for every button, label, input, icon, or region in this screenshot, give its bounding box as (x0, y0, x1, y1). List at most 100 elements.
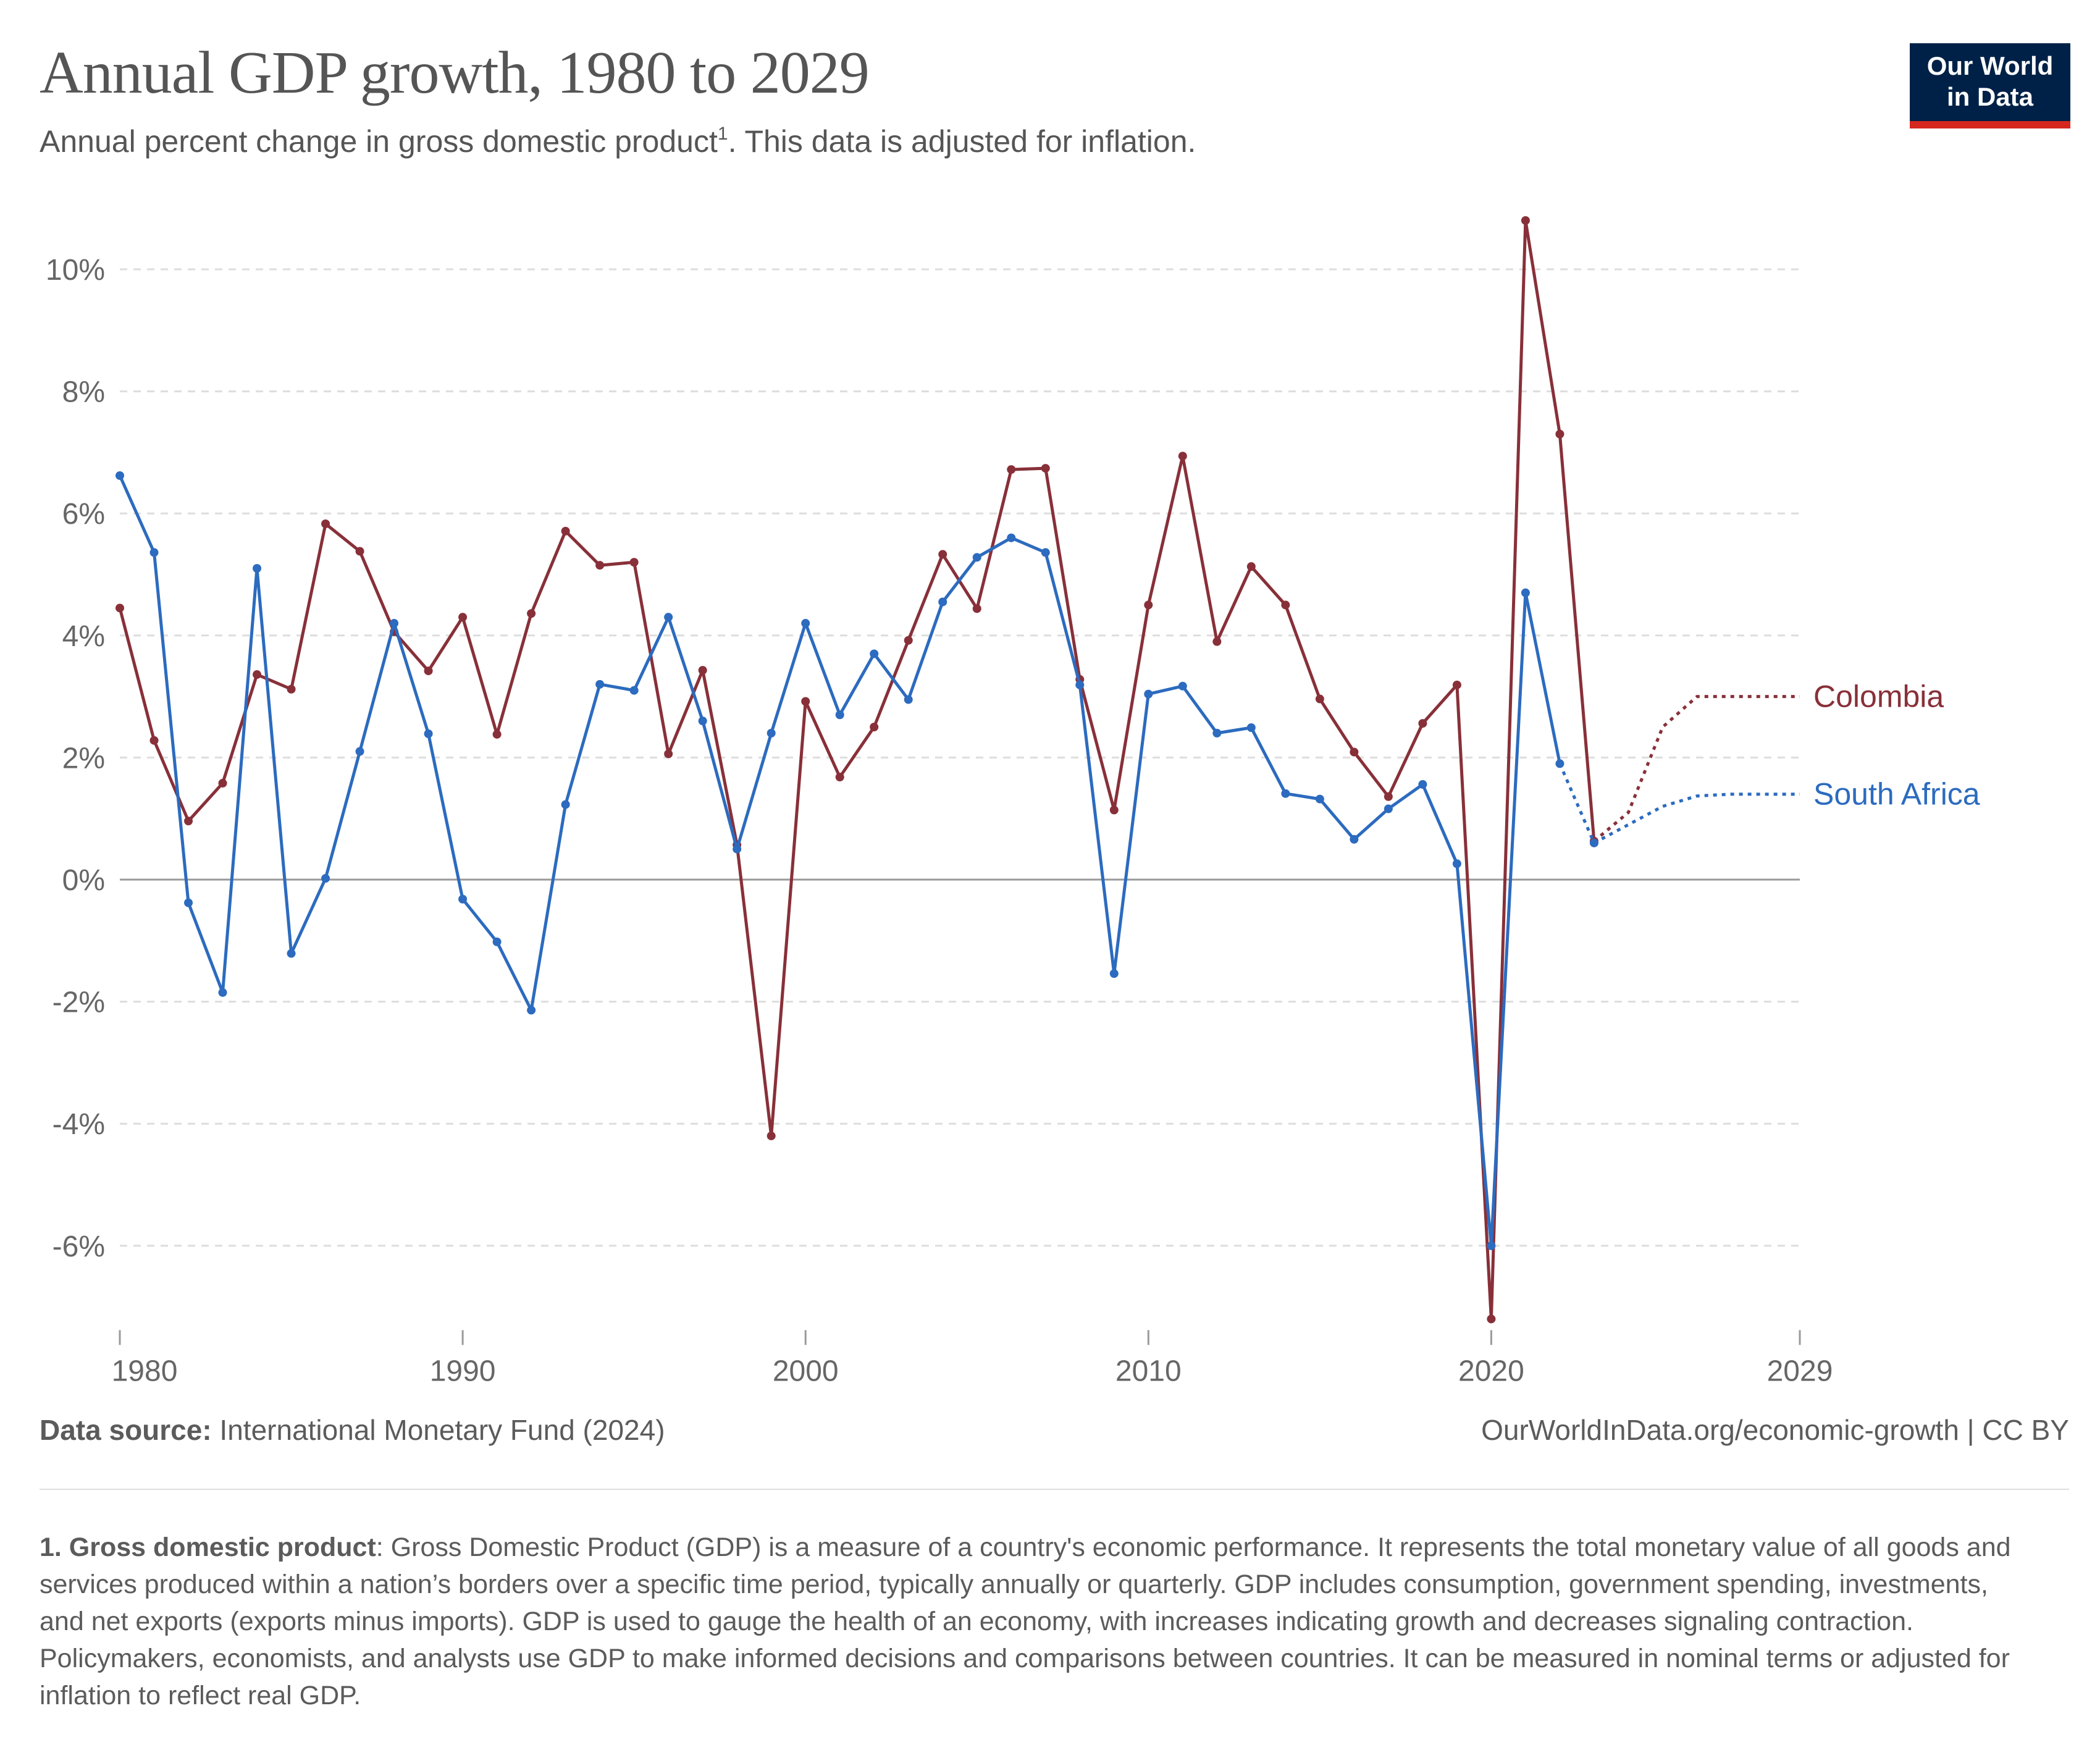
south-africa-point[interactable] (1350, 835, 1359, 844)
footnote-marker[interactable]: 1 (717, 124, 728, 144)
colombia-point[interactable] (1555, 429, 1564, 439)
south-africa-point[interactable] (1555, 759, 1564, 768)
colombia-point[interactable] (664, 749, 673, 759)
colombia-forecast-line[interactable] (1593, 695, 1800, 843)
colombia-point[interactable] (938, 550, 947, 559)
colombia-point[interactable] (1109, 805, 1119, 815)
colombia-point[interactable] (1521, 216, 1530, 225)
south-africa-point[interactable] (1212, 728, 1222, 738)
south-africa-point[interactable] (390, 619, 399, 628)
south-africa-point[interactable] (116, 471, 124, 480)
south-africa-point[interactable] (561, 800, 570, 809)
south-africa-point[interactable] (1178, 681, 1187, 691)
colombia-point[interactable] (424, 666, 433, 676)
colombia-point[interactable] (253, 670, 262, 679)
south-africa-point[interactable] (184, 898, 193, 907)
colombia-point[interactable] (321, 519, 330, 528)
colombia-point[interactable] (1418, 719, 1427, 728)
south-africa-point[interactable] (1452, 859, 1461, 868)
south-africa-point[interactable] (1144, 689, 1153, 699)
owid-url[interactable]: OurWorldInData.org/economic-growth | CC … (1481, 1414, 2069, 1446)
x-tick-label: 2010 (1115, 1355, 1182, 1387)
colombia-point[interactable] (766, 1131, 776, 1140)
colombia-point[interactable] (629, 558, 639, 567)
south-africa-point[interactable] (972, 553, 981, 562)
colombia-point[interactable] (904, 636, 913, 645)
colombia-point[interactable] (801, 697, 810, 706)
colombia-point[interactable] (1212, 637, 1222, 646)
south-africa-point[interactable] (835, 710, 844, 720)
south-africa-point[interactable] (527, 1006, 536, 1015)
south-africa-point[interactable] (733, 844, 742, 854)
south-africa-point[interactable] (1007, 533, 1016, 542)
colombia-point[interactable] (1350, 747, 1359, 757)
colombia-point[interactable] (492, 730, 502, 739)
colombia-point[interactable] (1487, 1314, 1496, 1324)
south-africa-point[interactable] (287, 949, 296, 958)
colombia-point[interactable] (972, 604, 981, 613)
colombia-point[interactable] (1144, 600, 1153, 610)
south-africa-point[interactable] (629, 686, 639, 695)
y-tick-label: -6% (52, 1230, 105, 1263)
south-africa-line[interactable] (118, 474, 1561, 1248)
south-africa-point[interactable] (1281, 789, 1290, 798)
south-africa-point[interactable] (766, 728, 776, 738)
colombia-point[interactable] (1452, 680, 1461, 689)
south-africa-point[interactable] (1487, 1241, 1496, 1250)
south-africa-point[interactable] (1521, 588, 1530, 597)
colombia-point[interactable] (1007, 465, 1016, 474)
south-africa-point[interactable] (1075, 680, 1085, 689)
south-africa-point[interactable] (801, 619, 810, 628)
south-africa-point[interactable] (904, 695, 913, 704)
south-africa-point[interactable] (492, 937, 502, 946)
series-labels[interactable]: Colombia South Africa (1813, 679, 1980, 812)
south-africa-point[interactable] (1384, 804, 1393, 814)
south-africa-point[interactable] (664, 613, 673, 622)
south-africa-forecast-line[interactable] (1558, 763, 1800, 845)
colombia-point[interactable] (835, 773, 844, 782)
colombia-point[interactable] (184, 817, 193, 826)
colombia-point[interactable] (1041, 464, 1050, 473)
colombia-point[interactable] (116, 603, 124, 613)
colombia-point[interactable] (527, 609, 536, 618)
south-africa-point[interactable] (458, 894, 468, 904)
south-africa-point[interactable] (698, 717, 707, 726)
south-africa-label[interactable]: South Africa (1813, 777, 1980, 812)
colombia-label[interactable]: Colombia (1813, 679, 1944, 714)
colombia-point[interactable] (561, 526, 570, 536)
owid-logo[interactable]: Our World in Data (1910, 43, 2070, 128)
colombia-point[interactable] (870, 723, 879, 731)
south-africa-point[interactable] (1041, 548, 1050, 557)
south-africa-point[interactable] (870, 649, 879, 658)
colombia-point[interactable] (1384, 792, 1393, 801)
logo-line-2: in Data (1946, 82, 2034, 111)
colombia-line[interactable] (118, 219, 1596, 1321)
colombia-point[interactable] (287, 684, 296, 694)
colombia-point[interactable] (595, 561, 605, 570)
south-africa-point[interactable] (253, 564, 262, 573)
south-africa-point[interactable] (355, 747, 364, 756)
series-lines[interactable] (116, 216, 1800, 1324)
south-africa-point[interactable] (1418, 780, 1427, 789)
colombia-point[interactable] (1178, 452, 1187, 461)
line-chart[interactable]: -6% -4% -2% 0% 2% 4% 6% 8% 10% 1980 1990 2000 2010 2… (0, 0, 2100, 1408)
colombia-point[interactable] (355, 547, 364, 556)
colombia-point[interactable] (218, 778, 227, 788)
colombia-point[interactable] (149, 736, 159, 745)
south-africa-point[interactable] (321, 874, 330, 883)
colombia-point[interactable] (458, 613, 468, 622)
south-africa-point[interactable] (1246, 723, 1256, 732)
south-africa-point[interactable] (938, 597, 947, 607)
colombia-point[interactable] (1246, 562, 1256, 571)
south-africa-point[interactable] (595, 679, 605, 689)
source-text[interactable]: International Monetary Fund (2024) (211, 1414, 665, 1446)
south-africa-point[interactable] (1315, 794, 1324, 804)
south-africa-point[interactable] (1109, 969, 1119, 978)
colombia-point[interactable] (1281, 600, 1290, 610)
colombia-point[interactable] (1315, 694, 1324, 704)
south-africa-point[interactable] (1589, 838, 1598, 847)
colombia-point[interactable] (698, 666, 707, 675)
south-africa-point[interactable] (149, 548, 159, 557)
south-africa-point[interactable] (424, 729, 433, 738)
south-africa-point[interactable] (218, 988, 227, 997)
